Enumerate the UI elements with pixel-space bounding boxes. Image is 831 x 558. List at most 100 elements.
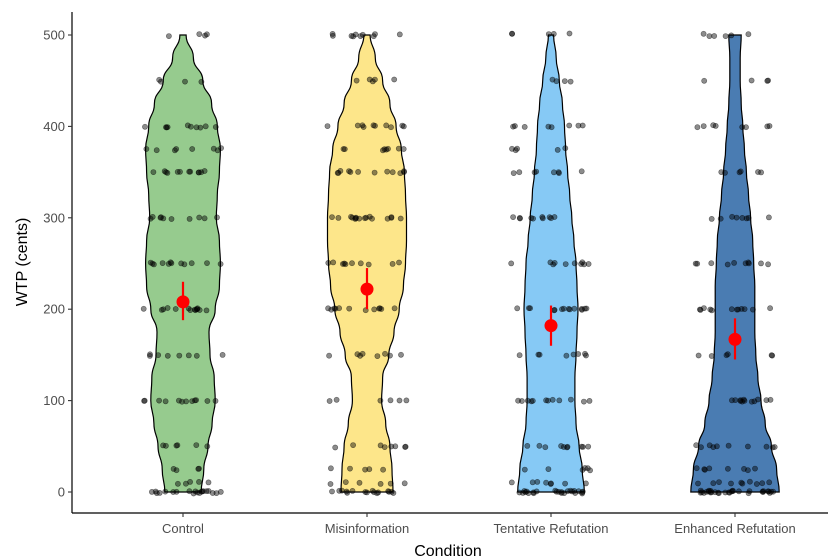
data-point [561,78,568,84]
data-point [342,261,349,268]
data-point [583,352,589,359]
data-point [189,146,196,152]
data-point [710,444,717,450]
data-point [340,146,347,152]
data-point [711,33,718,39]
data-point [214,214,220,221]
data-point [212,124,219,130]
data-point [571,260,578,267]
data-point [397,215,404,222]
data-point [400,146,407,152]
data-point [184,122,191,129]
data-point [745,490,752,497]
data-point [391,305,398,312]
data-point [172,306,179,312]
data-point [391,76,398,83]
data-point [217,261,224,267]
data-point [399,122,406,129]
data-point [716,479,722,485]
data-point [183,398,189,405]
data-point [578,168,585,175]
data-point [551,214,558,220]
data-point [155,352,162,358]
data-point [516,489,523,496]
data-point [359,31,366,38]
data-point [766,123,773,129]
data-point [580,443,586,450]
data-point [329,214,335,220]
data-point [528,215,535,221]
data-point [325,259,332,266]
data-point [707,487,714,494]
data-point [728,32,735,39]
violins-layer [144,34,780,493]
data-point [383,122,390,129]
data-point [202,123,209,130]
data-point [567,78,574,85]
data-point [175,397,182,404]
data-point [141,397,147,404]
data-point [763,397,770,404]
data-point [346,305,353,312]
data-point [767,396,774,403]
y-tick-label: 0 [58,485,65,500]
data-point [403,397,410,404]
y-tick-label: 400 [43,119,65,134]
data-point [202,32,208,39]
data-point [693,465,700,472]
data-point [547,481,554,487]
data-point [140,305,147,312]
data-point [196,478,202,485]
data-point [755,169,761,175]
data-point [510,170,517,176]
data-point [741,465,747,472]
data-point [156,397,162,404]
data-point [766,214,772,221]
data-point [200,488,207,495]
data-point [750,306,756,313]
data-point [363,489,370,496]
data-point [377,397,384,404]
data-point [741,397,748,404]
data-point [187,478,193,485]
data-point [763,443,770,450]
violin-0 [144,34,222,493]
data-point [701,77,708,84]
data-point [143,146,150,152]
data-point [512,123,518,129]
data-point [218,145,224,151]
data-point [585,443,592,450]
mean-point-2 [544,319,558,333]
data-point [329,32,336,39]
data-point [566,306,573,313]
data-point [159,260,166,266]
data-point [150,169,157,175]
data-point [375,489,382,496]
data-point [382,350,388,357]
data-point [168,216,175,222]
data-point [765,488,772,495]
means-layer [176,268,742,360]
data-point [771,444,778,450]
data-point [210,145,217,152]
data-point [695,352,702,359]
data-point [543,397,549,404]
data-point [710,480,717,487]
data-point [217,488,224,495]
data-point [510,214,516,220]
data-point [694,260,701,267]
data-point [562,480,568,487]
data-point [173,146,180,152]
data-point [165,33,172,39]
data-point [181,261,188,268]
data-point [219,351,226,358]
data-point [356,479,363,486]
data-point [585,261,592,267]
data-point [147,259,154,266]
data-point [372,31,378,37]
data-point [186,215,193,222]
data-point [752,465,758,472]
data-point [738,305,745,312]
data-point [551,259,558,266]
data-point [371,306,378,313]
